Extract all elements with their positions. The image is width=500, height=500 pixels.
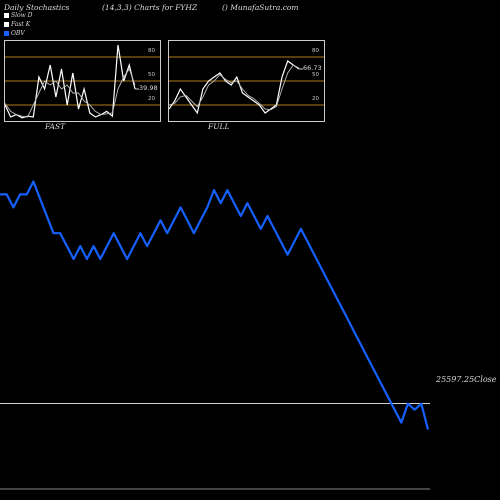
legend-obv: OBV [4,30,25,37]
legend-swatch-fast-k [4,22,9,27]
stoch-series-line-1 [5,68,136,118]
full-stoch-panel: 20 50 80 66.73 [168,40,325,122]
header-site-name: () MunafaSutra.com [222,3,299,12]
header-chart-title: (14,3,3) Charts for FYHZ [102,3,198,12]
fast-stoch-panel: 20 50 80 39.98 [4,40,161,122]
fast-stoch-svg [5,44,160,119]
legend-label-obv: OBV [11,30,25,37]
header-indicator-name: Daily Stochastics [4,3,70,12]
full-stoch-svg [169,56,324,115]
stoch-series-line-1 [169,64,300,111]
ytick-label-80: 80 [148,48,155,54]
legend-swatch-slow-d [4,13,9,18]
fast-panel-title: FAST [45,122,66,131]
legend-label-slow-d: Slow D [11,12,33,19]
legend-label-fast-k: Fast K [11,21,31,28]
full-panel-title: FULL [208,122,230,131]
ytick-label-50: 50 [312,72,319,78]
ytick-label-80: 80 [312,48,319,54]
legend-swatch-obv [4,31,9,36]
last-value-label: 66.73 [303,64,322,72]
last-value-label: 39.98 [139,84,158,92]
legend-fast-k: Fast K [4,21,30,28]
legend-slow-d: Slow D [4,12,33,19]
close-value-label: 25597.25Close [436,375,497,384]
ytick-label-20: 20 [312,96,319,102]
ytick-label-20: 20 [148,96,155,102]
stoch-series-line-0 [169,60,300,115]
ytick-label-50: 50 [148,72,155,78]
obv-series-line [0,180,430,430]
